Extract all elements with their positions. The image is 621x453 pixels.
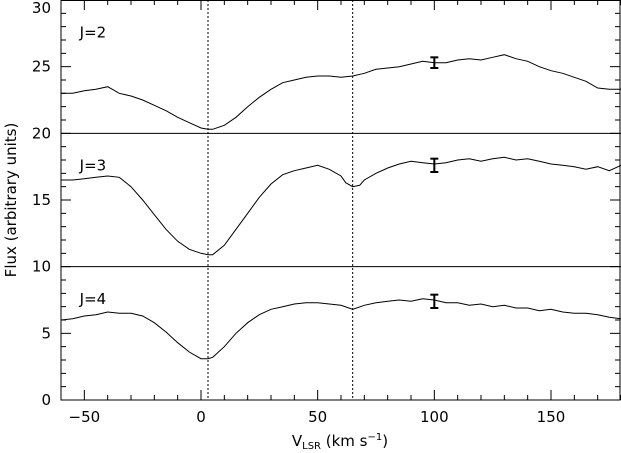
panel-labels: J=2 J=3 J=4 bbox=[79, 23, 107, 308]
y-tick-label-1: 5 bbox=[41, 324, 51, 342]
x-tick-label-2: 50 bbox=[308, 408, 327, 426]
x-tick-label-4: 150 bbox=[537, 408, 566, 426]
x-axis-title-main: V bbox=[292, 432, 303, 450]
y-axis-title: Flux (arbitrary units) bbox=[2, 123, 20, 278]
panel-label-2: J=4 bbox=[79, 290, 107, 308]
y-tick-label-0: 0 bbox=[41, 391, 51, 409]
error-bars bbox=[430, 56, 439, 309]
y-tick-label-6: 30 bbox=[32, 0, 51, 17]
y-axis: 0 5 10 15 20 25 30 bbox=[32, 0, 620, 409]
y-tick-label-4: 20 bbox=[32, 124, 51, 142]
x-axis-title-superscript: −1 bbox=[368, 432, 383, 443]
spectrum-line-2 bbox=[60, 298, 621, 360]
y-tick-label-2: 10 bbox=[32, 258, 51, 276]
x-tick-label-3: 100 bbox=[420, 408, 449, 426]
reference-lines bbox=[207, 0, 354, 400]
spectrum-line-1 bbox=[61, 156, 621, 256]
panel-label-1: J=3 bbox=[79, 157, 107, 175]
spectra-series bbox=[60, 54, 621, 360]
y-tick-label-3: 15 bbox=[32, 191, 51, 209]
y-tick-label-5: 25 bbox=[32, 58, 51, 76]
x-axis-title-unit: (km s bbox=[321, 432, 368, 450]
plot-border bbox=[60, 0, 621, 401]
x-tick-label-1: 0 bbox=[196, 408, 206, 426]
x-tick-label-0: −50 bbox=[69, 408, 101, 426]
x-axis: −50 0 50 100 150 bbox=[60, 0, 621, 426]
x-axis-title-subscript: LSR bbox=[302, 441, 321, 452]
x-axis-title-unit-end: ) bbox=[382, 432, 388, 450]
plot-frame bbox=[60, 0, 621, 401]
spectrum-line-0 bbox=[61, 54, 621, 130]
panel-label-0: J=2 bbox=[79, 23, 107, 41]
x-axis-title: VLSR (km s−1) bbox=[292, 432, 388, 452]
panel-separators bbox=[61, 132, 621, 268]
